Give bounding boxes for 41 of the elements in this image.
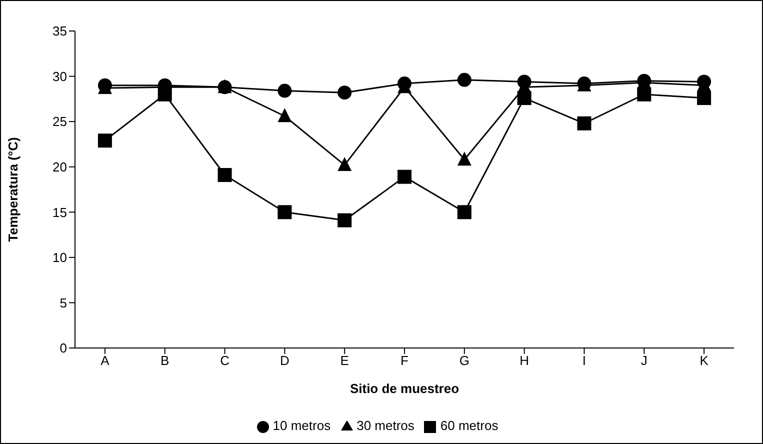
x-axis-title: Sitio de muestreo bbox=[350, 381, 460, 396]
x-tick-label: I bbox=[582, 353, 586, 368]
legend-label: 10 metros bbox=[272, 418, 331, 433]
point bbox=[637, 87, 652, 102]
y-tick-label: 35 bbox=[52, 24, 67, 39]
x-tick-label: F bbox=[400, 353, 409, 368]
x-tick-label: B bbox=[160, 353, 170, 368]
x-tick-label: C bbox=[220, 353, 230, 368]
x-tick-label: J bbox=[640, 353, 648, 368]
x-tick-label: A bbox=[100, 353, 110, 368]
y-tick-label: 5 bbox=[60, 295, 67, 310]
x-tick-label: E bbox=[340, 353, 350, 368]
y-tick-label: 0 bbox=[60, 340, 67, 356]
x-tick-label: D bbox=[280, 353, 290, 368]
point bbox=[697, 91, 712, 106]
point bbox=[158, 87, 172, 102]
y-tick-label: 30 bbox=[52, 68, 67, 84]
x-tick-label: K bbox=[700, 353, 709, 368]
point bbox=[338, 86, 352, 100]
y-tick-label: 10 bbox=[52, 250, 67, 266]
y-tick-label: 15 bbox=[52, 204, 67, 220]
point bbox=[457, 152, 472, 166]
x-tick-label: H bbox=[520, 353, 530, 368]
point bbox=[577, 116, 592, 130]
y-tick-label: 20 bbox=[52, 159, 67, 174]
point bbox=[278, 205, 292, 220]
point bbox=[338, 157, 352, 172]
point bbox=[278, 108, 292, 122]
point bbox=[398, 170, 412, 184]
point bbox=[457, 72, 472, 87]
point bbox=[98, 134, 112, 148]
point bbox=[338, 213, 352, 228]
y-tick-label: 25 bbox=[52, 114, 67, 130]
legend-label: 60 metros bbox=[440, 418, 498, 433]
point bbox=[517, 91, 532, 106]
point bbox=[457, 205, 472, 220]
point bbox=[218, 168, 232, 182]
x-tick-label: G bbox=[459, 353, 470, 368]
legend-label: 30 metros bbox=[356, 418, 414, 433]
y-axis-title: Temperatura (°C) bbox=[6, 137, 21, 242]
point bbox=[278, 84, 292, 98]
